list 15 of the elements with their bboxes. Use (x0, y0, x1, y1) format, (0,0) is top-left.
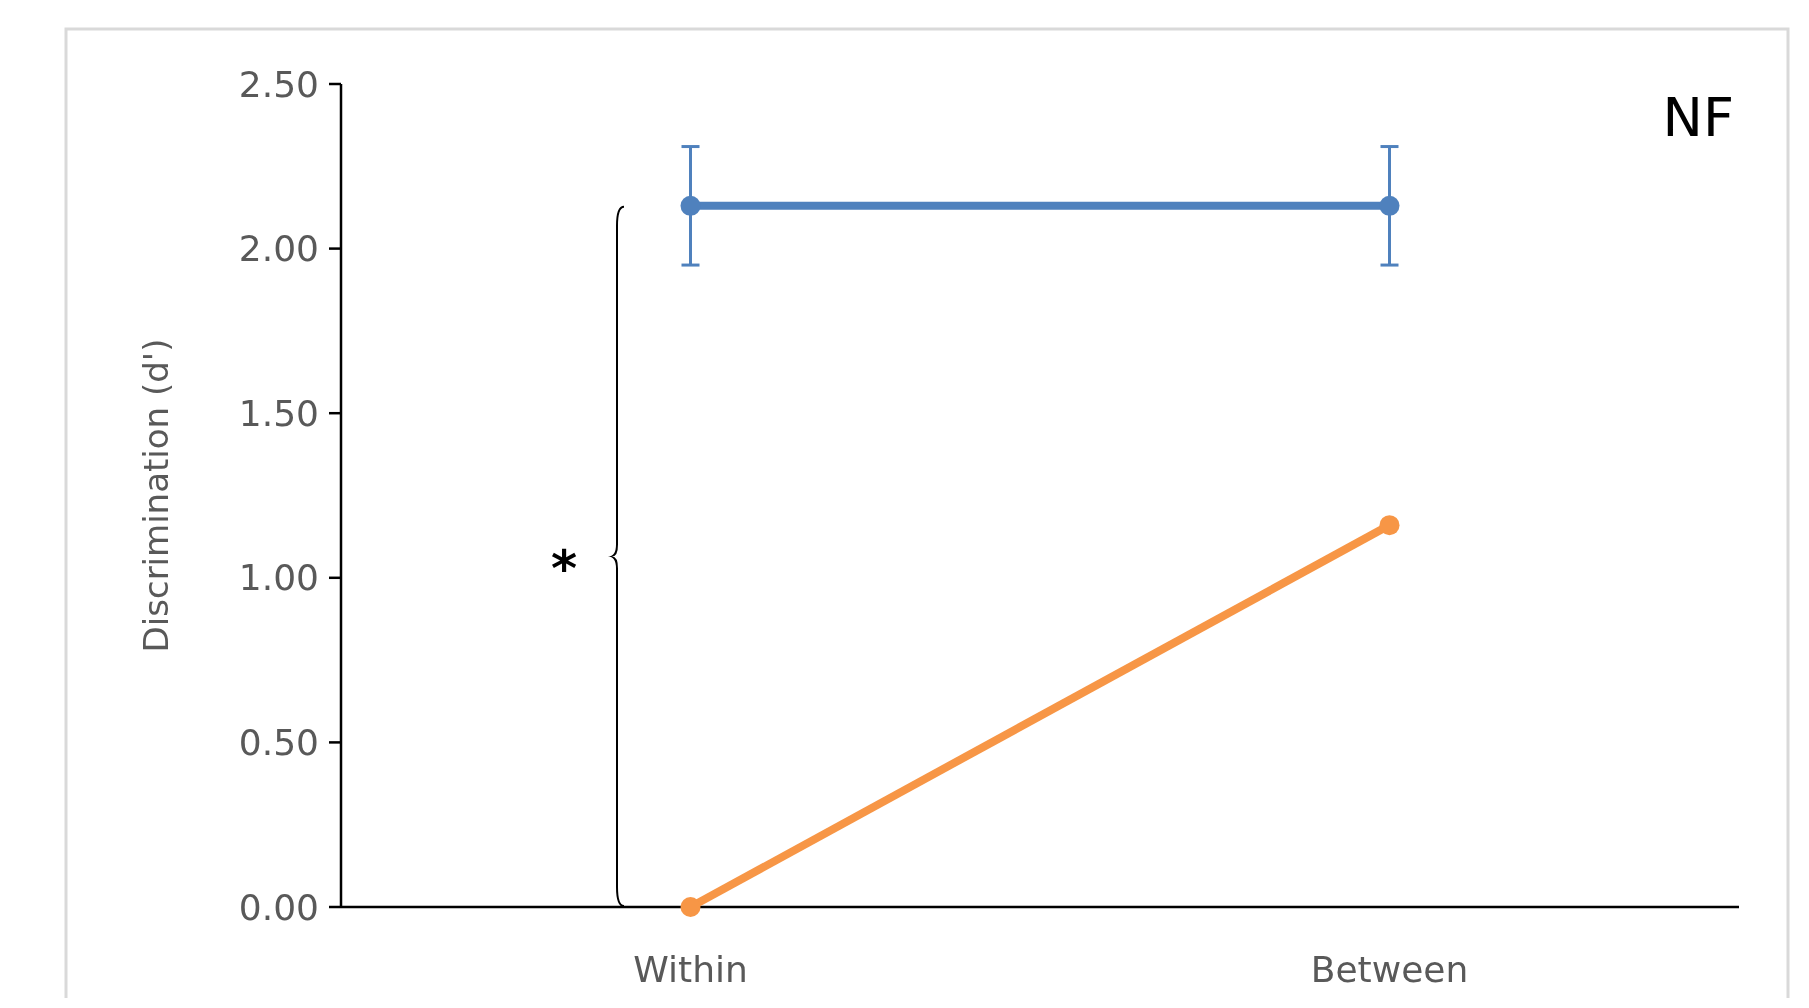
point (680, 897, 701, 917)
point (1379, 195, 1400, 216)
point (1379, 515, 1400, 536)
y-tick-label: 1.50 (238, 392, 319, 434)
y-tick-label: 0.50 (238, 722, 319, 763)
y-tick-label: 2.50 (238, 63, 319, 105)
y-tick-label: 2.00 (238, 228, 319, 270)
annotation: NF (1662, 86, 1734, 149)
y-tick-label: 0.00 (238, 886, 319, 928)
x-tick-label: Within (633, 949, 748, 990)
y-axis-title: Discrimination (d') (136, 338, 176, 653)
annotation: * (550, 540, 578, 598)
point (680, 195, 701, 216)
y-tick-label: 1.00 (238, 557, 319, 599)
x-tick-label: Between (1310, 949, 1469, 990)
